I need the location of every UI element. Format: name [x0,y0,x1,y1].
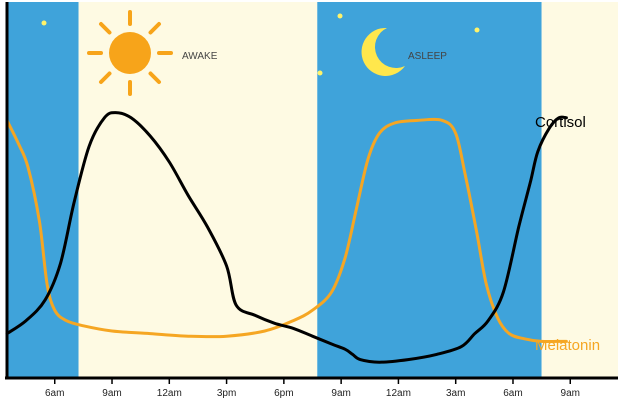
x-tick-label: 12am [157,388,182,399]
x-tick-label: 9am [102,388,121,399]
x-ticks: 6am 9am 12am 3pm 6pm 9am 12am 3am 6am 9am [45,378,580,399]
awake-band [541,2,618,378]
moon-icon [361,27,405,76]
sun-ray [99,22,112,35]
series-lines [5,111,568,364]
phase-bands [7,2,618,378]
x-tick-label: 9am [331,388,350,399]
x-tick-label: 9am [561,388,580,399]
stars-decoration [41,13,480,76]
star-icon [317,70,323,76]
x-tick-label: 6am [503,388,522,399]
star-icon [474,27,480,33]
x-tick-label: 12am [386,388,411,399]
asleep-label: ASLEEP [408,51,447,62]
sun-ray [148,71,161,84]
sleep-band [317,2,542,378]
cortisol-line [5,111,568,364]
star-icon [337,13,343,19]
awake-label: AWAKE [182,51,218,62]
sun-ray [99,71,112,84]
x-tick-label: 3pm [217,388,236,399]
x-tick-label: 6am [45,388,64,399]
sun-ray [148,22,161,35]
sleep-band [7,2,79,378]
cortisol-series-label: Cortisol [535,114,586,131]
star-icon [41,20,47,26]
sun-icon [87,10,173,96]
x-tick-label: 3am [446,388,465,399]
x-tick-label: 6pm [274,388,293,399]
melatonin-series-label: Melatonin [535,337,600,354]
